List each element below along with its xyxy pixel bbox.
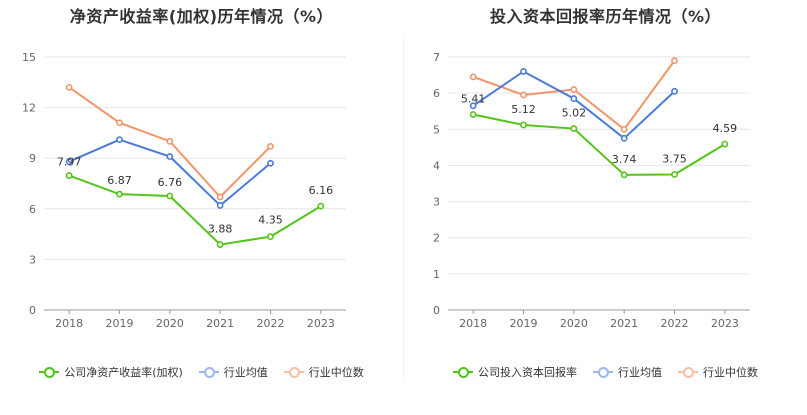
data-point	[116, 136, 123, 144]
data-point	[671, 171, 678, 178]
y-tick-label: 15	[22, 51, 36, 64]
data-label: 5.41	[461, 92, 486, 105]
data-label: 5.02	[562, 107, 587, 120]
legend-line-marker-icon	[283, 366, 304, 378]
data-point	[620, 171, 628, 179]
legend-line-marker-icon	[39, 366, 60, 378]
y-tick-label: 12	[22, 102, 36, 115]
y-tick-label: 3	[433, 196, 440, 209]
data-label: 5.12	[511, 103, 536, 116]
y-tick-label: 1	[433, 268, 440, 281]
y-tick-label: 9	[29, 152, 36, 165]
legend-item-industry-median[interactable]: 行业中位数	[283, 364, 364, 380]
legend-item-company-roe[interactable]: 公司净资产收益率(加权)	[39, 364, 183, 380]
legend-label: 行业中位数	[308, 366, 364, 379]
data-label: 7.97	[57, 156, 82, 169]
data-point	[216, 241, 224, 248]
data-point	[570, 125, 578, 132]
data-label: 6.87	[107, 174, 132, 187]
x-tick-label: 2020	[156, 317, 184, 330]
data-point	[620, 134, 628, 142]
data-point	[570, 95, 578, 102]
y-tick-label: 6	[29, 203, 36, 216]
data-point	[570, 86, 578, 93]
data-point	[469, 102, 477, 110]
roe-chart-title: 净资产收益率(加权)历年情况（%）	[69, 7, 334, 26]
data-point	[267, 142, 274, 150]
legend-item-industry-mean[interactable]: 行业均值	[593, 364, 662, 380]
data-point	[469, 73, 477, 81]
data-point	[116, 190, 123, 198]
data-point	[116, 119, 123, 127]
legend-item-industry-median[interactable]: 行业中位数	[678, 364, 758, 380]
data-point	[65, 172, 73, 179]
data-point	[267, 159, 274, 167]
legend-label: 行业中位数	[703, 366, 758, 379]
x-tick-label: 2019	[106, 317, 134, 330]
legend-item-company-roic[interactable]: 公司投入资本回报率	[453, 364, 577, 380]
data-point	[166, 192, 174, 200]
legend-label: 行业均值	[618, 366, 662, 379]
data-point	[620, 125, 628, 133]
data-point	[317, 202, 325, 210]
legend-line-marker-icon	[593, 366, 613, 378]
x-tick-label: 2018	[459, 317, 487, 330]
y-tick-label: 5	[433, 123, 440, 136]
data-point	[671, 57, 678, 65]
y-tick-label: 6	[433, 87, 440, 100]
data-label: 4.59	[713, 122, 738, 135]
data-point	[216, 193, 224, 201]
x-tick-label: 2019	[510, 317, 538, 330]
legend-item-industry-mean[interactable]: 行业均值	[198, 364, 268, 380]
data-point	[469, 111, 477, 118]
panel-divider	[403, 38, 404, 378]
data-point	[65, 83, 73, 91]
roe-chart-legend: 公司净资产收益率(加权) 行业均值 行业中位数	[0, 362, 403, 382]
x-tick-label: 2020	[560, 317, 588, 330]
roe-chart-panel: 净资产收益率(加权)历年情况（%） 0 3 6 9 12 15 2018 2019 2020 20…	[0, 0, 403, 415]
roic-chart-plot: 0 1 2 3 4 5 6 7 2018 2019 2020 2021 2022 2023 5.41 5.12…	[433, 51, 750, 330]
y-tick-label: 0	[433, 304, 440, 317]
data-point	[520, 68, 527, 75]
y-tick-label: 0	[29, 304, 36, 317]
legend-line-marker-icon	[198, 366, 219, 378]
roic-chart-legend: 公司投入资本回报率 行业均值 行业中位数	[404, 362, 807, 382]
legend-line-marker-icon	[453, 366, 473, 378]
roic-chart-panel: 投入资本回报率历年情况（%） 0 1 2 3 4 5 6 7 2018 2019 2020 2021 2…	[404, 0, 807, 415]
data-point	[216, 202, 224, 209]
legend-label: 行业均值	[223, 366, 268, 379]
x-tick-label: 2023	[307, 317, 335, 330]
legend-label: 公司净资产收益率(加权)	[64, 366, 183, 379]
data-label: 6.76	[158, 176, 183, 189]
data-point	[520, 121, 527, 129]
x-tick-label: 2021	[610, 317, 638, 330]
data-label: 3.88	[208, 223, 233, 236]
legend-line-marker-icon	[678, 366, 698, 378]
data-label: 3.75	[662, 152, 687, 165]
x-tick-label: 2022	[661, 317, 689, 330]
x-tick-label: 2023	[711, 317, 739, 330]
series-line	[472, 113, 726, 176]
data-point	[267, 233, 274, 241]
data-label: 3.74	[612, 153, 637, 166]
x-tick-label: 2018	[55, 317, 83, 330]
data-point	[166, 153, 174, 160]
legend-label: 公司投入资本回报率	[478, 366, 577, 379]
x-tick-label: 2022	[257, 317, 285, 330]
roe-chart-plot: 0 3 6 9 12 15 2018 2019 2020 2021 2022 2023 7.97 6.87…	[22, 51, 346, 330]
data-point	[671, 87, 678, 95]
y-tick-label: 7	[433, 51, 440, 64]
data-point	[166, 137, 174, 145]
data-point	[721, 140, 729, 148]
y-tick-label: 4	[433, 159, 440, 172]
y-tick-label: 2	[433, 232, 440, 245]
y-tick-label: 3	[29, 253, 36, 266]
data-point	[65, 158, 73, 165]
data-label: 4.35	[258, 214, 283, 227]
data-label: 6.16	[309, 184, 334, 197]
data-point	[520, 91, 527, 99]
series-line	[68, 174, 322, 246]
roic-chart-title: 投入资本回报率历年情况（%）	[489, 7, 722, 26]
x-tick-label: 2021	[206, 317, 234, 330]
